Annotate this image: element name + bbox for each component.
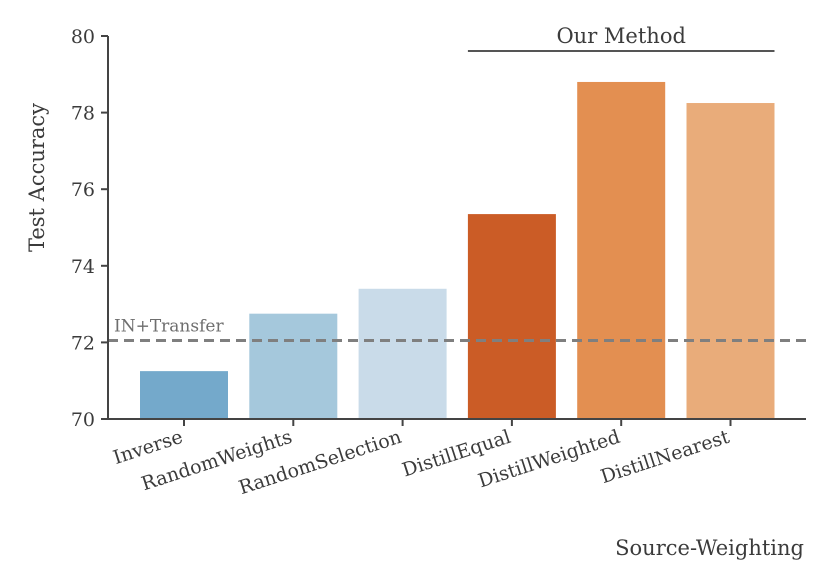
- y-tick-label: 70: [71, 409, 95, 431]
- bars-group: [140, 81, 775, 420]
- bar-inverse: [140, 371, 228, 419]
- y-tick-label: 72: [71, 332, 95, 354]
- bar-distillequal: [467, 214, 556, 419]
- y-tick-label: 80: [71, 26, 95, 48]
- y-tick-label: 74: [71, 256, 95, 278]
- group-label: Our Method: [556, 24, 685, 48]
- y-axis-label: Test Accuracy: [25, 103, 49, 252]
- y-tick-label: 78: [71, 103, 95, 125]
- bar-distillnearest: [686, 103, 775, 420]
- reference-line-label: IN+Transfer: [114, 316, 224, 336]
- bar-randomselection: [358, 288, 447, 419]
- y-tick-label: 76: [71, 179, 95, 201]
- y-axis: 70 72 74 76 78 80: [71, 26, 109, 431]
- x-axis: InverseRandomWeightsRandomSelectionDisti…: [108, 418, 806, 499]
- bar-distillweighted: [577, 81, 666, 420]
- bar-randomweights: [249, 313, 338, 419]
- x-axis-label: Source-Weighting: [615, 536, 804, 560]
